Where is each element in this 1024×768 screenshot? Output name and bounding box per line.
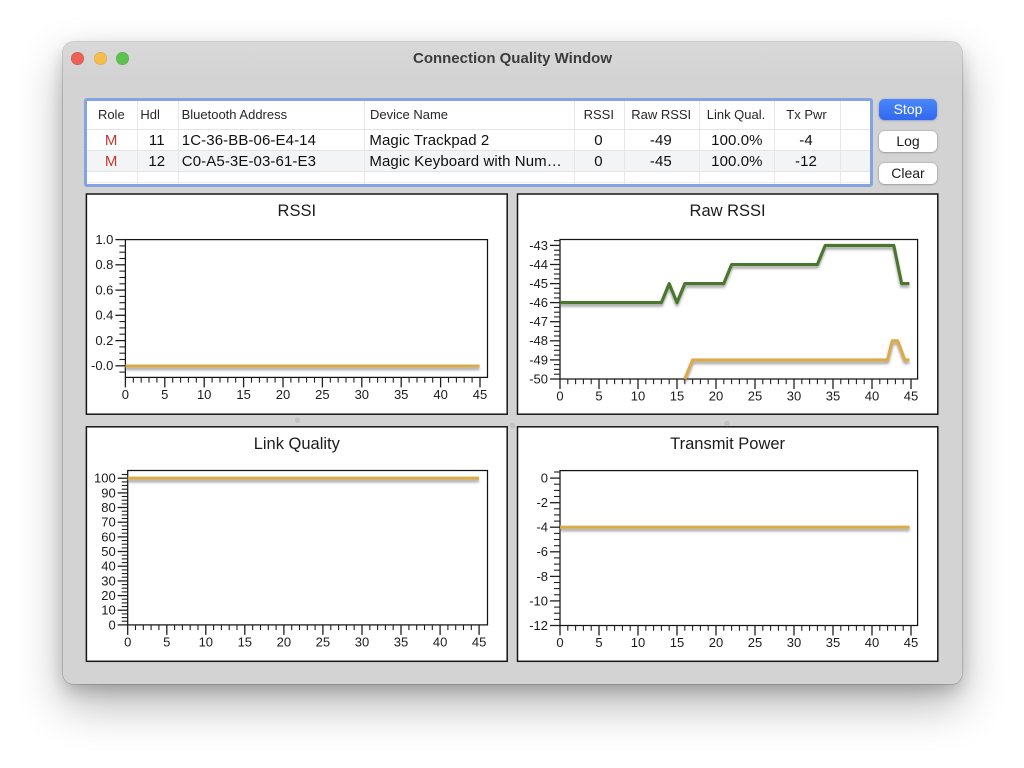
svg-text:0: 0 (556, 388, 563, 403)
svg-text:5: 5 (163, 634, 170, 649)
svg-text:-10: -10 (529, 593, 548, 608)
svg-text:Transmit Power: Transmit Power (670, 435, 785, 453)
svg-text:10: 10 (631, 635, 645, 650)
svg-text:Link Quality: Link Quality (254, 435, 341, 453)
svg-text:45: 45 (472, 634, 486, 649)
svg-text:5: 5 (161, 387, 168, 402)
svg-text:20: 20 (277, 634, 291, 649)
svg-text:0: 0 (541, 471, 548, 486)
svg-text:10: 10 (631, 388, 645, 403)
svg-text:35: 35 (826, 388, 840, 403)
svg-text:25: 25 (748, 635, 762, 650)
svg-text:80: 80 (101, 500, 115, 515)
svg-text:30: 30 (787, 388, 801, 403)
svg-text:-6: -6 (536, 544, 548, 559)
svg-text:40: 40 (433, 634, 447, 649)
svg-text:0: 0 (556, 635, 563, 650)
svg-text:30: 30 (101, 573, 115, 588)
svg-text:RSSI: RSSI (278, 202, 317, 220)
svg-text:5: 5 (595, 388, 602, 403)
svg-text:40: 40 (101, 559, 115, 574)
svg-text:15: 15 (238, 634, 252, 649)
svg-text:0.8: 0.8 (95, 257, 113, 272)
svg-text:-8: -8 (536, 569, 548, 584)
svg-text:60: 60 (101, 529, 115, 544)
svg-text:20: 20 (101, 588, 115, 603)
svg-text:90: 90 (101, 485, 115, 500)
svg-text:70: 70 (101, 515, 115, 530)
svg-text:15: 15 (670, 635, 684, 650)
svg-text:35: 35 (394, 387, 408, 402)
svg-text:20: 20 (709, 635, 723, 650)
svg-text:20: 20 (276, 387, 290, 402)
svg-text:35: 35 (394, 634, 408, 649)
svg-text:15: 15 (670, 388, 684, 403)
svg-text:-46: -46 (529, 295, 548, 310)
svg-text:-4: -4 (536, 520, 548, 535)
svg-text:30: 30 (355, 634, 369, 649)
svg-text:10: 10 (199, 634, 213, 649)
svg-text:25: 25 (748, 388, 762, 403)
svg-text:45: 45 (473, 387, 487, 402)
svg-text:35: 35 (826, 635, 840, 650)
svg-text:10: 10 (101, 603, 115, 618)
svg-text:15: 15 (236, 387, 250, 402)
svg-text:40: 40 (865, 635, 879, 650)
svg-text:0.2: 0.2 (95, 333, 113, 348)
svg-text:Raw RSSI: Raw RSSI (690, 202, 766, 220)
svg-text:-12: -12 (529, 618, 548, 633)
svg-text:30: 30 (355, 387, 369, 402)
svg-text:50: 50 (101, 544, 115, 559)
svg-text:25: 25 (315, 387, 329, 402)
svg-text:-2: -2 (536, 495, 548, 510)
svg-text:20: 20 (709, 388, 723, 403)
svg-text:5: 5 (595, 635, 602, 650)
svg-text:-48: -48 (529, 333, 548, 348)
svg-text:0.4: 0.4 (95, 308, 113, 323)
svg-text:-0.0: -0.0 (91, 358, 113, 373)
svg-text:100: 100 (94, 471, 116, 486)
svg-text:0: 0 (124, 634, 131, 649)
svg-text:30: 30 (787, 635, 801, 650)
svg-text:10: 10 (197, 387, 211, 402)
svg-text:-44: -44 (529, 257, 548, 272)
svg-text:0.6: 0.6 (95, 283, 113, 298)
svg-text:-47: -47 (529, 314, 548, 329)
svg-text:40: 40 (433, 387, 447, 402)
svg-text:-43: -43 (529, 238, 548, 253)
svg-text:0: 0 (122, 387, 129, 402)
svg-text:-50: -50 (529, 371, 548, 386)
svg-text:0: 0 (108, 617, 115, 632)
svg-text:-45: -45 (529, 276, 548, 291)
svg-text:-49: -49 (529, 352, 548, 367)
svg-text:40: 40 (865, 388, 879, 403)
svg-text:25: 25 (316, 634, 330, 649)
svg-text:45: 45 (904, 635, 918, 650)
svg-text:1.0: 1.0 (95, 232, 113, 247)
svg-text:45: 45 (904, 388, 918, 403)
